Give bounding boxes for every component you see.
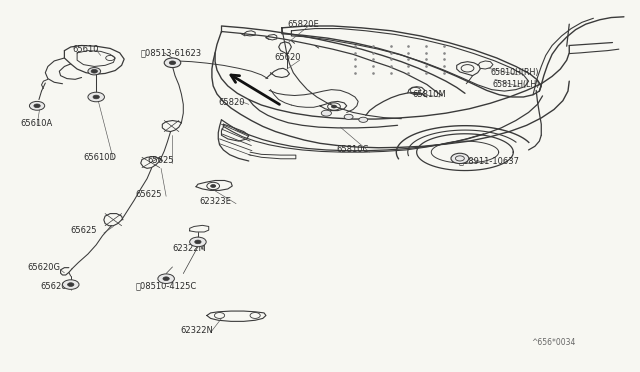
Text: 65610A: 65610A xyxy=(20,119,52,128)
Circle shape xyxy=(91,70,97,73)
Text: Ⓢ08510-4125C: Ⓢ08510-4125C xyxy=(136,282,197,291)
Text: 65625: 65625 xyxy=(71,227,97,235)
Circle shape xyxy=(29,102,45,110)
Text: 65820: 65820 xyxy=(218,97,244,107)
Circle shape xyxy=(158,274,174,283)
Circle shape xyxy=(88,68,100,75)
Text: 65820E: 65820E xyxy=(287,20,319,29)
Circle shape xyxy=(88,92,104,102)
Circle shape xyxy=(359,117,368,122)
Text: 65811H(LH): 65811H(LH) xyxy=(492,80,540,89)
Circle shape xyxy=(63,280,79,289)
Text: 65625: 65625 xyxy=(147,157,173,166)
Text: 65810H(RH): 65810H(RH) xyxy=(490,68,539,77)
Circle shape xyxy=(451,153,468,164)
Circle shape xyxy=(93,95,99,99)
Circle shape xyxy=(344,114,353,119)
Circle shape xyxy=(195,240,201,244)
Circle shape xyxy=(189,237,206,247)
Text: 65610: 65610 xyxy=(72,45,99,54)
Text: 65810C: 65810C xyxy=(337,145,369,154)
Circle shape xyxy=(332,105,337,108)
Text: 62323E: 62323E xyxy=(199,197,231,206)
Text: 65620: 65620 xyxy=(274,54,301,62)
Circle shape xyxy=(170,61,175,65)
Circle shape xyxy=(164,58,180,68)
Text: 62322M: 62322M xyxy=(173,244,206,253)
Text: 62322N: 62322N xyxy=(180,326,213,335)
Text: Ⓝ08911-10637: Ⓝ08911-10637 xyxy=(459,157,520,166)
Circle shape xyxy=(34,104,40,108)
Text: 65620G: 65620G xyxy=(28,263,61,272)
Circle shape xyxy=(211,185,216,187)
Circle shape xyxy=(68,283,74,286)
Text: 65810M: 65810M xyxy=(412,90,446,99)
Circle shape xyxy=(163,277,170,280)
Text: ^656*0034: ^656*0034 xyxy=(531,338,575,347)
Text: 65625: 65625 xyxy=(136,190,162,199)
Circle shape xyxy=(321,110,332,116)
Text: Ⓢ08513-61623: Ⓢ08513-61623 xyxy=(141,48,202,57)
Text: 65610D: 65610D xyxy=(83,153,116,162)
Text: 65620B: 65620B xyxy=(40,282,72,291)
